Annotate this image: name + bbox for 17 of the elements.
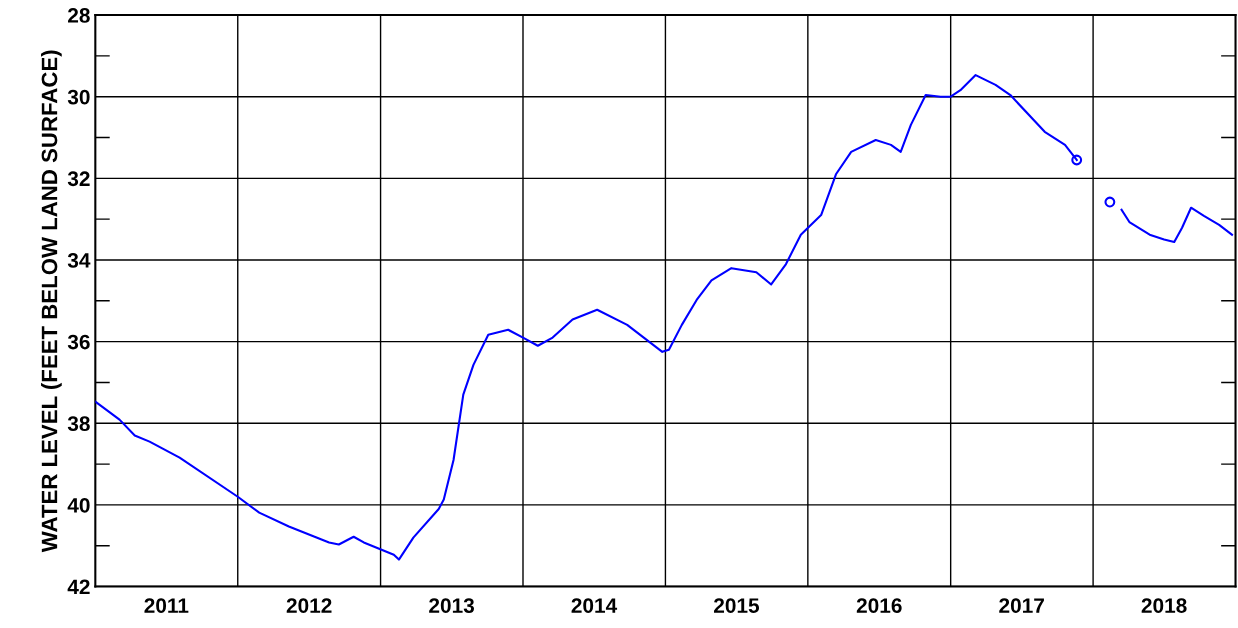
x-tick-label: 2018 [1141, 598, 1187, 613]
x-tick-label: 2015 [714, 598, 760, 613]
x-tick-label: 2013 [429, 598, 475, 613]
x-tick-label: 2014 [571, 598, 618, 613]
y-tick-label: 32 [67, 171, 90, 187]
y-tick-label: 30 [67, 89, 90, 105]
x-tick-label: 2016 [856, 598, 902, 613]
x-tick-label: 2012 [286, 598, 332, 613]
y-tick-label: 34 [67, 252, 91, 268]
y-axis-title: WATER LEVEL (FEET BELOW LAND SURFACE) [41, 50, 62, 553]
x-tick-label: 2017 [999, 598, 1044, 613]
y-tick-label: 42 [67, 579, 90, 595]
y-tick-label: 40 [67, 497, 90, 513]
y-tick-label: 28 [68, 8, 90, 23]
y-tick-label: 38 [67, 416, 90, 432]
x-tick-label: 2011 [144, 598, 189, 613]
y-tick-label: 36 [67, 334, 90, 350]
